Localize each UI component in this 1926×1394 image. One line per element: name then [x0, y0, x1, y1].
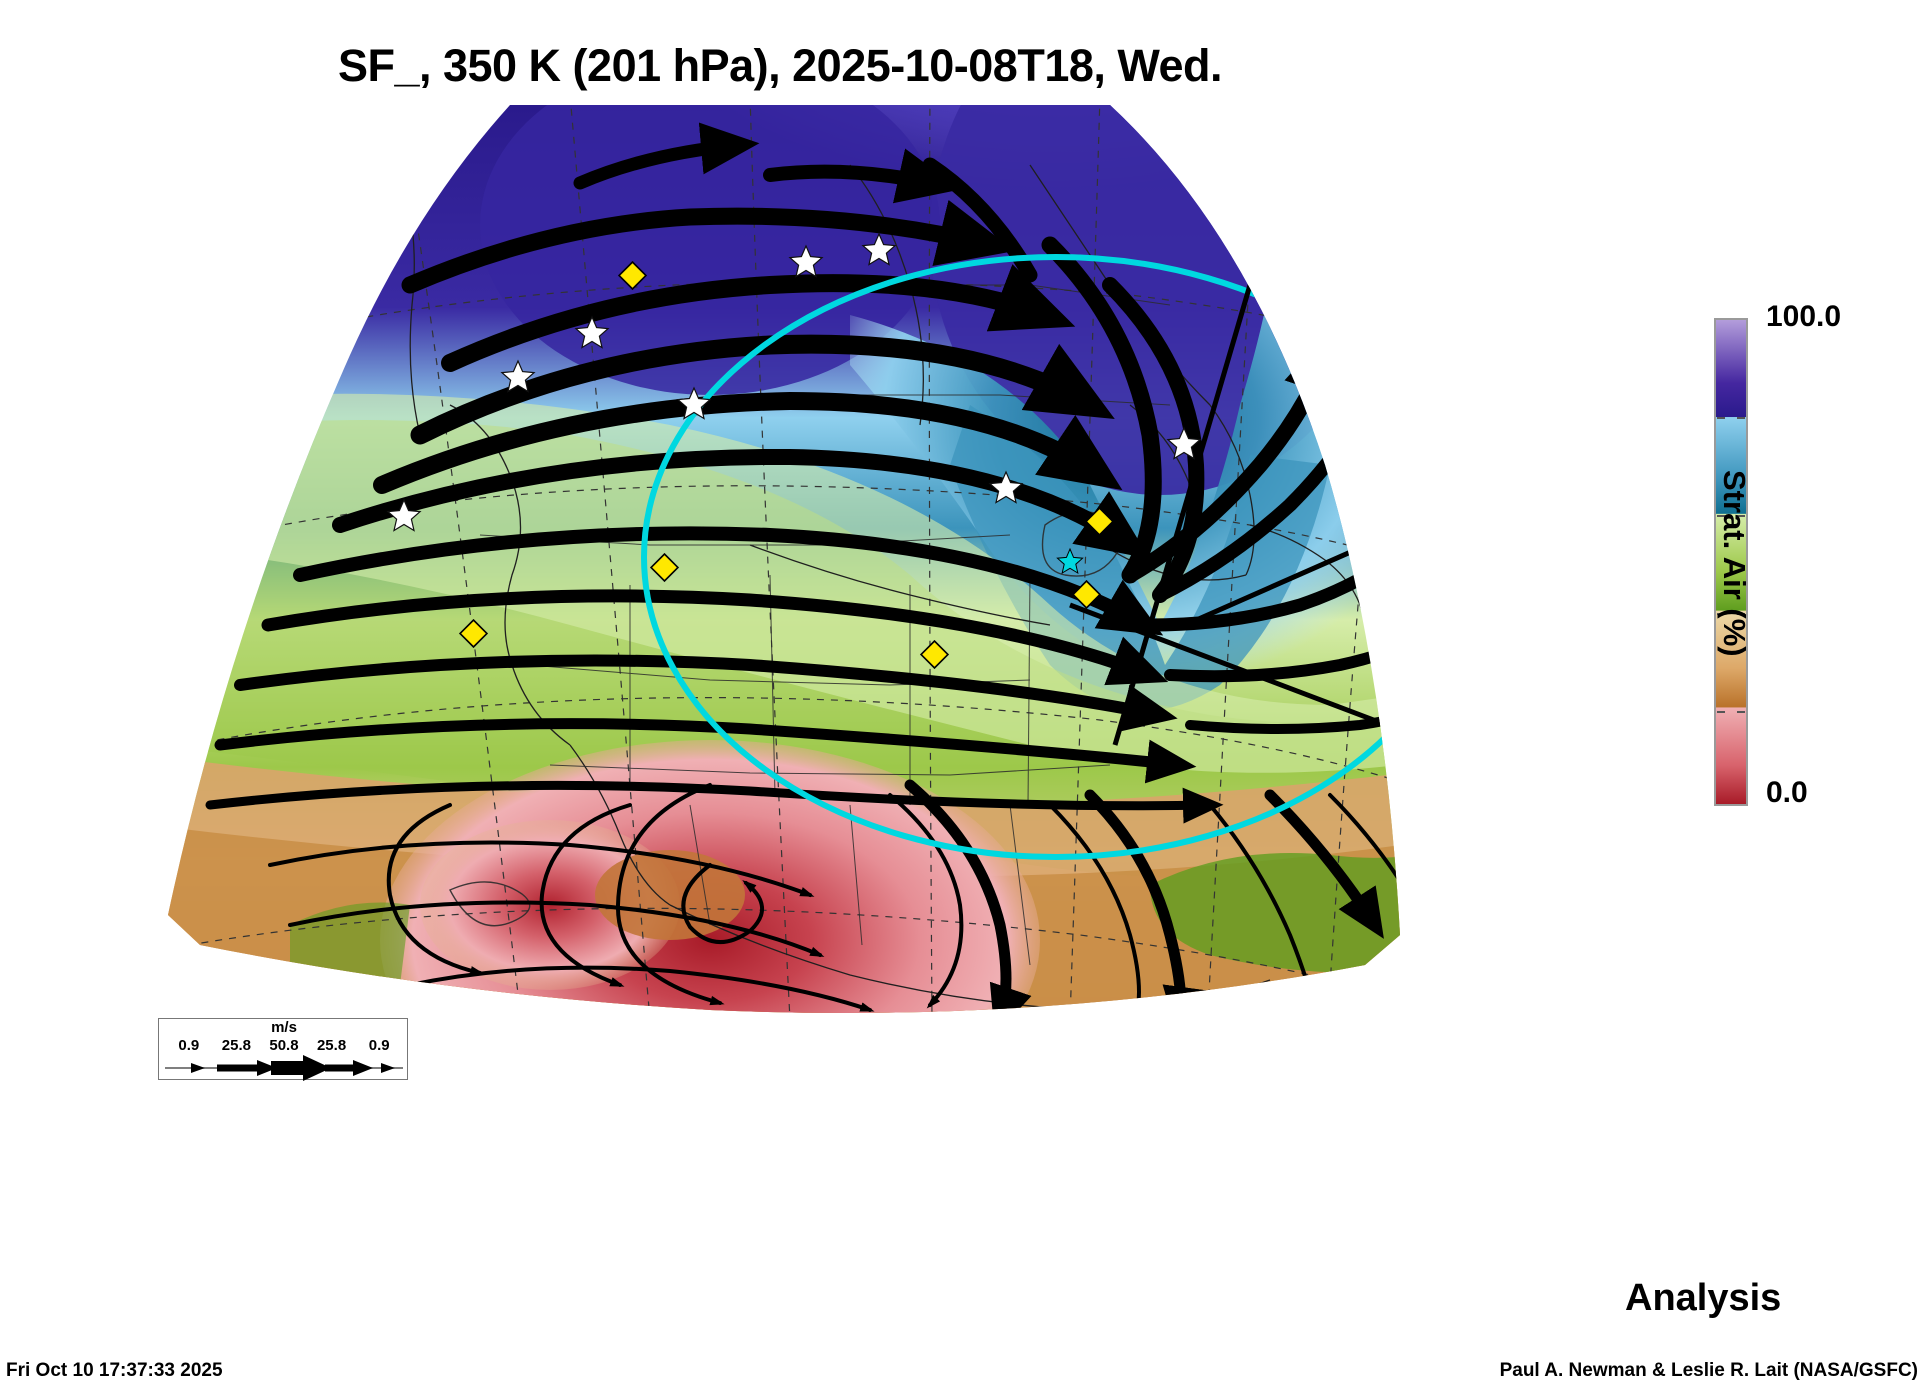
cyan-site-marker[interactable]	[1056, 547, 1084, 575]
map-markers[interactable]	[386, 232, 1202, 670]
colorbar[interactable]	[1714, 318, 1748, 806]
wind-value: 0.9	[178, 1037, 200, 1054]
field-green-sliver	[290, 902, 410, 985]
diamond-marker[interactable]	[1084, 506, 1115, 537]
map-panel[interactable]	[150, 105, 1470, 1025]
wind-value: 0.9	[368, 1037, 390, 1054]
author-credit: Paul A. Newman & Leslie R. Lait (NASA/GS…	[1499, 1360, 1918, 1381]
map-canvas[interactable]	[150, 105, 1470, 1025]
colorbar-tick	[1717, 711, 1725, 713]
wind-scale-values: 0.9 25.8 50.8 25.8 0.9	[159, 1037, 409, 1054]
page-title: SF_, 350 K (201 hPa), 2025-10-08T18, Wed…	[337, 40, 1223, 91]
map-field-layer	[168, 105, 1400, 1013]
render-timestamp: Fri Oct 10 17:37:33 2025	[6, 1360, 223, 1381]
diamond-marker[interactable]	[649, 552, 680, 583]
colorbar-tick	[1717, 417, 1725, 419]
wind-units-label: m/s	[271, 1019, 297, 1036]
colorbar-tick	[1717, 613, 1725, 615]
wind-value: 50.8	[269, 1037, 299, 1054]
streamlines	[205, 122, 1400, 1013]
colorbar-gradient	[1716, 320, 1746, 804]
wind-scale-legend: m/s 0.9 25.8 50.8 25.8 0.9	[158, 1018, 409, 1081]
range-ring-circle	[641, 254, 1400, 860]
colorbar-tick	[1737, 711, 1745, 713]
field-brown-eye	[595, 850, 745, 940]
wind-scale-arrows	[159, 1055, 409, 1081]
track-lines	[1069, 284, 1400, 746]
colorbar-tick	[1717, 515, 1725, 517]
colorbar-min-label: 0.0	[1766, 776, 1808, 809]
diamond-marker[interactable]	[458, 618, 489, 649]
colorbar-tick	[1737, 417, 1745, 419]
colorbar-tick	[1737, 515, 1745, 517]
analysis-label: Analysis	[1625, 1277, 1782, 1319]
diamond-marker[interactable]	[1071, 579, 1102, 610]
wind-value: 25.8	[221, 1037, 251, 1054]
diamond-marker[interactable]	[919, 639, 950, 670]
diamond-marker[interactable]	[617, 260, 648, 291]
colorbar-tick	[1737, 613, 1745, 615]
field-green-tongue	[1150, 840, 1400, 973]
wind-value: 25.8	[316, 1037, 347, 1054]
colorbar-max-label: 100.0	[1766, 300, 1842, 333]
star-marker[interactable]	[386, 232, 1202, 532]
colorbar-axis-title: Strat. Air (%)	[1717, 470, 1752, 657]
